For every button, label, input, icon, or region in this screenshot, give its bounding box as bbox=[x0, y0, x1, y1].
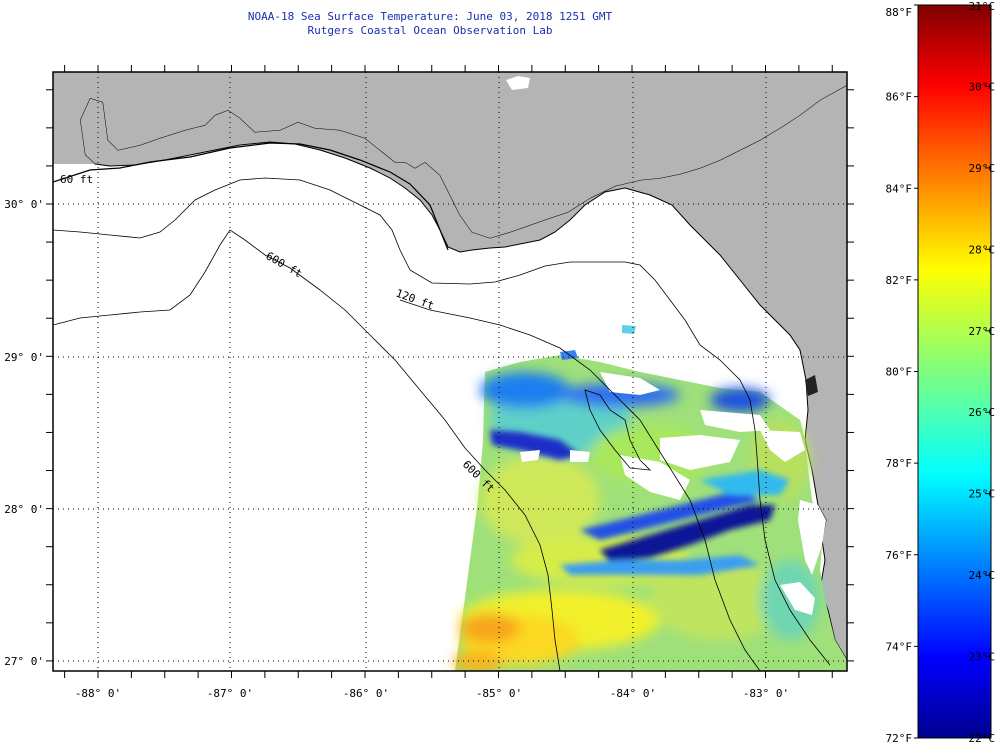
contour-label: 60 ft bbox=[60, 173, 93, 186]
colorbar-c-label: 22°C bbox=[969, 732, 996, 745]
contour-60ft bbox=[53, 177, 831, 666]
lat-label: 30° 0' bbox=[4, 198, 44, 211]
lon-label: -86° 0' bbox=[343, 687, 389, 700]
coastal-feature bbox=[805, 375, 818, 396]
sst-swath bbox=[453, 325, 847, 671]
lat-label: 29° 0' bbox=[4, 351, 44, 364]
map-subtitle: Rutgers Coastal Ocean Observation Lab bbox=[307, 24, 553, 37]
lon-label: -85° 0' bbox=[476, 687, 522, 700]
colorbar-f-label: 84°F bbox=[886, 182, 913, 195]
colorbar-c-label: 29°C bbox=[969, 162, 996, 175]
color-scale-bar bbox=[917, 4, 992, 739]
colorbar-c-label: 23°C bbox=[969, 651, 996, 664]
colorbar-c-label: 31°C bbox=[969, 0, 996, 13]
lat-label: 27° 0' bbox=[4, 655, 44, 668]
land-interior bbox=[53, 72, 847, 238]
colorbar-c-label: 25°C bbox=[969, 488, 996, 501]
colorbar-c-label: 30°C bbox=[969, 80, 996, 93]
colorbar-f-label: 76°F bbox=[886, 549, 913, 562]
colorbar-f-label: 74°F bbox=[886, 640, 913, 653]
colorbar-c-label: 24°C bbox=[969, 569, 996, 582]
colorbar-f-label: 80°F bbox=[886, 366, 913, 379]
colorbar-f-label: 88°F bbox=[886, 6, 913, 19]
map-frame bbox=[52, 71, 848, 672]
lake bbox=[506, 76, 530, 90]
colorbar-f-label: 82°F bbox=[886, 274, 913, 287]
colorbar-c-label: 26°C bbox=[969, 406, 996, 419]
lat-label: 28° 0' bbox=[4, 503, 44, 516]
colorbar-c-label: 27°C bbox=[969, 325, 996, 338]
map-title: NOAA-18 Sea Surface Temperature: June 03… bbox=[247, 10, 613, 23]
contour-120ft bbox=[399, 299, 761, 671]
contour-600ft bbox=[53, 229, 561, 671]
colorbar-f-label: 72°F bbox=[886, 732, 913, 745]
lon-label: -87° 0' bbox=[207, 687, 253, 700]
lon-label: -83° 0' bbox=[743, 687, 789, 700]
colorbar-f-label: 78°F bbox=[886, 457, 913, 470]
colorbar-c-label: 28°C bbox=[969, 243, 996, 256]
colorbar-f-label: 86°F bbox=[886, 91, 913, 104]
lon-label: -84° 0' bbox=[610, 687, 656, 700]
lon-label: -88° 0' bbox=[75, 687, 121, 700]
